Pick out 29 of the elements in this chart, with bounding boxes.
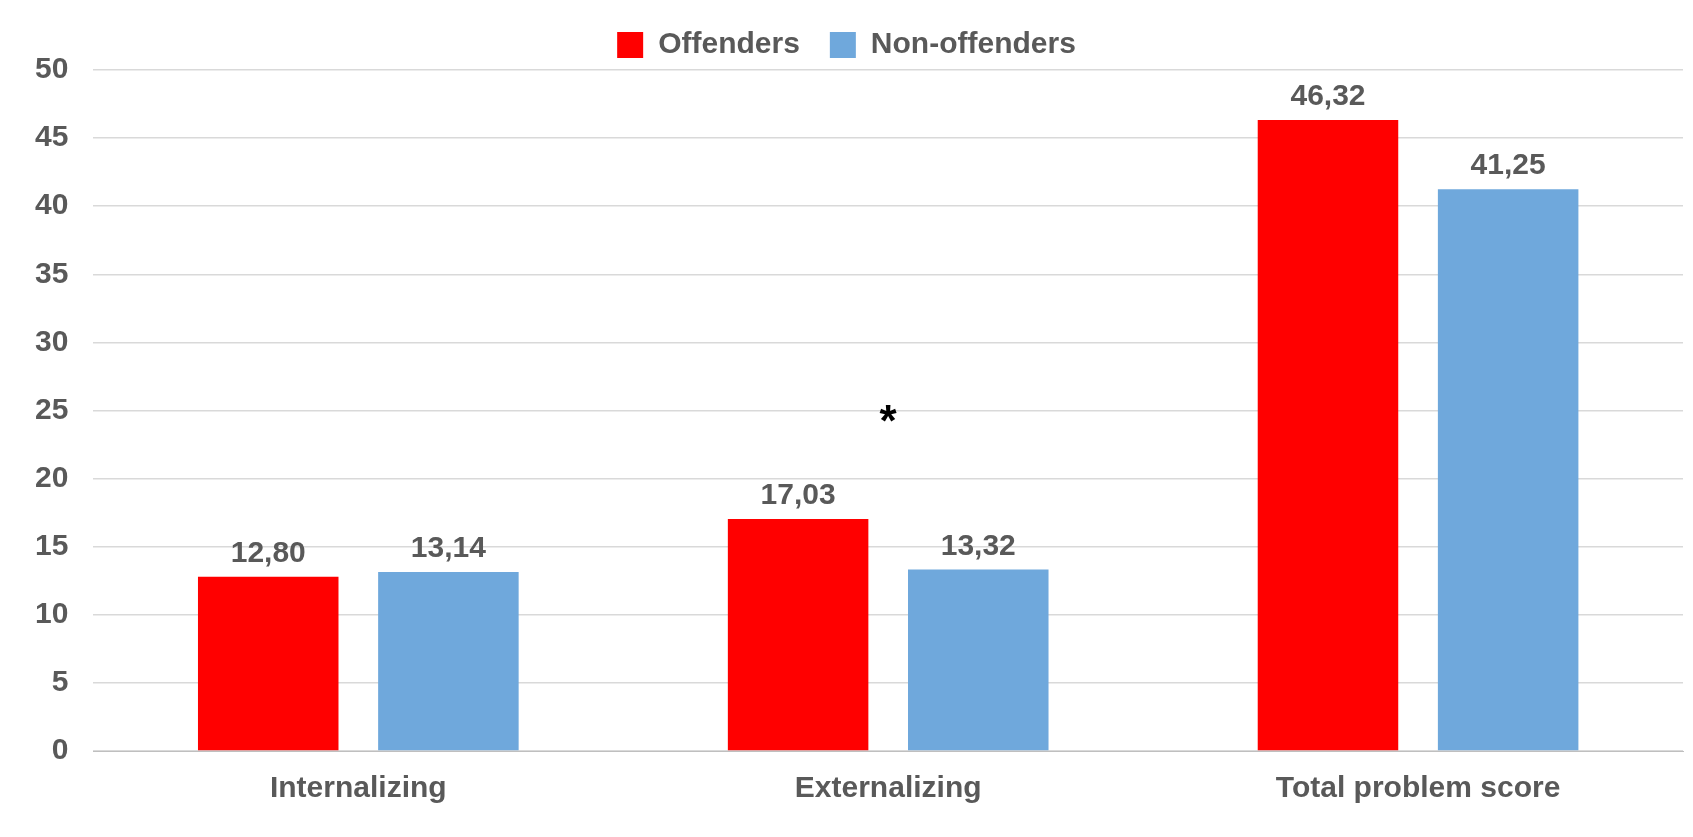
y-tick-label: 35 (34, 255, 69, 289)
y-tick-label: 50 (34, 51, 69, 85)
data-label: 46,32 (1290, 78, 1366, 112)
y-tick-label: 20 (34, 459, 69, 493)
bar (1437, 189, 1579, 751)
y-tick-label: 30 (34, 323, 69, 357)
x-tick-label: Internalizing (269, 770, 447, 804)
legend-label: Non-offenders (870, 26, 1076, 60)
y-tick-label: 40 (34, 187, 69, 221)
data-label: 17,03 (760, 477, 836, 511)
x-tick-label: Total problem score (1275, 770, 1561, 804)
y-tick-label: 15 (34, 527, 69, 561)
y-tick-label: 10 (34, 596, 69, 630)
annotation: * (879, 396, 898, 446)
legend-label: Offenders (658, 26, 800, 60)
bar (908, 569, 1049, 751)
data-label: 13,14 (410, 530, 487, 564)
data-label: 13,32 (940, 527, 1016, 561)
y-tick-label: 0 (51, 732, 69, 766)
bar (1257, 120, 1399, 751)
data-label: 41,25 (1470, 147, 1546, 181)
x-tick-label: Externalizing (794, 770, 982, 804)
bar (727, 519, 869, 751)
bar (378, 572, 519, 751)
y-tick-label: 45 (34, 119, 69, 153)
data-label: 12,80 (230, 534, 306, 568)
y-tick-label: 5 (51, 664, 69, 698)
bar (197, 576, 339, 751)
y-tick-label: 25 (34, 391, 69, 425)
